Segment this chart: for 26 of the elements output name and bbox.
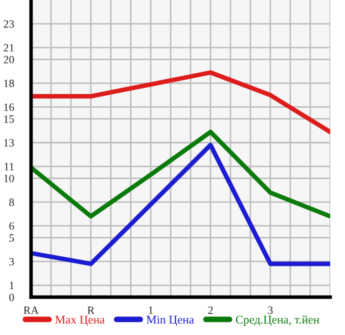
line-series	[31, 142, 330, 266]
line-series	[31, 130, 330, 219]
y-tick-label: 13	[4, 139, 14, 147]
y-tick-label: 20	[4, 56, 14, 64]
y-tick-label: 8	[9, 198, 14, 206]
y-tick-label: 1	[10, 282, 14, 290]
y-tick-label: 21	[4, 44, 14, 52]
y-tick-label: 15	[4, 115, 14, 123]
line-series	[31, 70, 330, 134]
x-tick-label: 1	[148, 306, 153, 314]
y-tick-label: 10	[4, 174, 14, 182]
x-tick-label: 2	[208, 306, 213, 314]
x-tick-label: 3	[268, 306, 273, 314]
legend-label: Max Цена	[55, 316, 105, 326]
y-tick-label: 0	[9, 294, 14, 302]
legend-label: Сред.Цена, т.йен	[236, 315, 320, 326]
y-tick-label: 18	[4, 80, 14, 88]
y-tick-label: 23	[4, 20, 14, 28]
y-tick-label: 5	[9, 234, 14, 242]
y-tick-label: 6	[9, 222, 14, 230]
legend-label: Min Цена	[146, 316, 194, 326]
y-tick-label: 16	[4, 103, 14, 111]
x-tick-label: R	[87, 306, 95, 314]
x-tick-label: RA	[24, 306, 39, 314]
y-tick-label: 11	[4, 162, 14, 170]
y-tick-label: 3	[9, 258, 14, 266]
